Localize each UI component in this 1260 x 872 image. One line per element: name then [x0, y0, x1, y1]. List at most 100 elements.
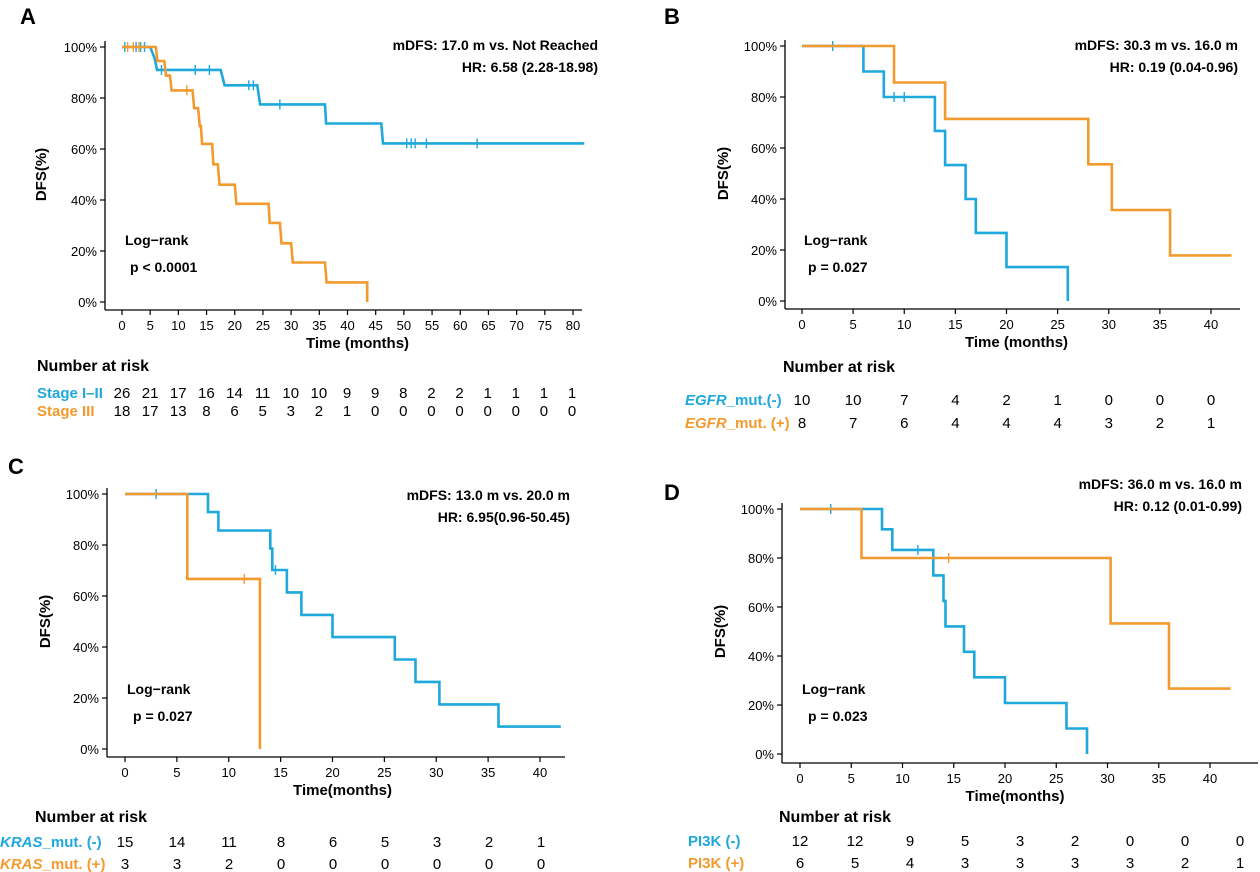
- risk-count: 12: [847, 833, 864, 850]
- risk-count: 0: [433, 856, 441, 872]
- km-curve-blue: [122, 45, 585, 145]
- risk-count: 15: [117, 834, 134, 851]
- y-tick-label: 40%: [73, 640, 99, 655]
- risk-count: 2: [225, 856, 233, 872]
- risk-count: 0: [381, 856, 389, 872]
- mdfs-annotation: mDFS: 13.0 m vs. 20.0 m: [407, 487, 570, 503]
- risk-count: 17: [142, 403, 159, 420]
- risk-count: 17: [170, 385, 187, 402]
- x-tick-label: 30: [1100, 771, 1114, 786]
- x-tick-label: 5: [173, 765, 180, 780]
- y-tick-label: 80%: [748, 551, 774, 566]
- axes: 0% 20% 40% 60% 80% 100% 0 5 10 15 20 25 30 35 40 45 50 55…: [64, 40, 582, 333]
- risk-count: 8: [277, 834, 285, 851]
- risk-count: 0: [1156, 392, 1164, 409]
- risk-group-label: PI3K (+): [688, 855, 744, 872]
- x-tick-label: 0: [121, 765, 128, 780]
- x-tick-label: 20: [999, 317, 1013, 332]
- risk-count: 3: [1071, 855, 1079, 872]
- risk-count: 0: [1207, 392, 1215, 409]
- p-value-label: p = 0.023: [808, 708, 868, 724]
- risk-count: 0: [483, 403, 491, 420]
- km-curve-orange: [125, 492, 262, 749]
- x-tick-label: 70: [509, 318, 523, 333]
- x-tick-label: 35: [1153, 317, 1167, 332]
- group-suffix: _mut.(-): [726, 392, 782, 409]
- panel-label: C: [8, 454, 24, 479]
- panel-A: A0%20%40%60%80%100%0 5 10 15 20 25 30 35 40 45 50 5…: [20, 4, 598, 420]
- panel-B: B0%20%40%60%80%100%0 5 10 15 20 25 30 35 40Time …: [664, 4, 1240, 432]
- mdfs-annotation: mDFS: 17.0 m vs. Not Reached: [393, 37, 598, 53]
- p-value-label: p = 0.027: [133, 708, 193, 724]
- risk-count: 0: [1236, 833, 1244, 850]
- risk-count: 10: [282, 385, 299, 402]
- y-tick-label: 0%: [758, 294, 777, 309]
- x-axis-title: Time(months): [293, 782, 392, 799]
- risk-count: 4: [951, 415, 959, 432]
- risk-count: 9: [371, 385, 379, 402]
- risk-count: 7: [849, 415, 857, 432]
- y-axis-title: DFS(%): [33, 148, 50, 201]
- risk-count: 4: [1053, 415, 1061, 432]
- risk-count: 2: [1071, 833, 1079, 850]
- y-tick-label: 60%: [748, 600, 774, 615]
- axes: 0% 20% 40% 60% 80% 100% 0 5 10 15 20 25 30 35 40: [744, 39, 1240, 332]
- panel-C: C0%20%40%60%80%100%0 5 10 15 20 25 30 35 40Time(…: [0, 454, 570, 872]
- risk-count: 1: [1236, 855, 1244, 872]
- risk-count: 3: [1105, 415, 1113, 432]
- x-tick-label: 25: [1049, 771, 1063, 786]
- risk-count: 0: [329, 856, 337, 872]
- logrank-label: Log−rank: [804, 232, 868, 248]
- mdfs-annotation: mDFS: 36.0 m vs. 16.0 m: [1079, 476, 1242, 492]
- x-tick-label: 0: [798, 317, 805, 332]
- x-tick-label: 80: [566, 318, 580, 333]
- gene-name: EGFR: [685, 392, 727, 409]
- axes: 0% 20% 40% 60% 80% 100% 0 5 10 15 20 25 30 35 40: [741, 502, 1258, 786]
- risk-group-label: EGFR_mut.(-): [685, 392, 782, 409]
- risk-count: 4: [1002, 415, 1010, 432]
- risk-count: 3: [121, 856, 129, 872]
- x-tick-label: 30: [1102, 317, 1116, 332]
- axes: 0% 20% 40% 60% 80% 100% 0 5 10 15 20 25 30 35 40: [66, 487, 565, 780]
- risk-count: 0: [427, 403, 435, 420]
- x-tick-label: 20: [228, 318, 242, 333]
- risk-count: 3: [173, 856, 181, 872]
- x-axis-title: Time (months): [965, 334, 1068, 351]
- x-tick-label: 40: [1203, 771, 1217, 786]
- x-axis-title: Time(months): [966, 788, 1065, 805]
- risk-group-label: KRAS_mut. (-): [0, 834, 102, 851]
- risk-count: 0: [1181, 833, 1189, 850]
- y-tick-label: 40%: [71, 193, 97, 208]
- risk-count: 3: [961, 855, 969, 872]
- risk-count: 1: [568, 385, 576, 402]
- group-suffix: _mut. (-): [42, 834, 102, 851]
- y-tick-label: 60%: [751, 141, 777, 156]
- x-tick-label: 35: [1152, 771, 1166, 786]
- group-suffix: PI3K (-): [688, 833, 741, 850]
- group-suffix: _mut. (+): [42, 856, 106, 872]
- y-tick-label: 0%: [78, 295, 97, 310]
- risk-count: 2: [1156, 415, 1164, 432]
- x-tick-label: 25: [256, 318, 270, 333]
- x-tick-label: 35: [481, 765, 495, 780]
- risk-count: 1: [343, 403, 351, 420]
- risk-count: 0: [568, 403, 576, 420]
- x-tick-label: 5: [850, 317, 857, 332]
- risk-count: 0: [485, 856, 493, 872]
- risk-count: 0: [277, 856, 285, 872]
- y-tick-label: 60%: [73, 589, 99, 604]
- gene-name: KRAS: [0, 856, 43, 872]
- x-tick-label: 0: [796, 771, 803, 786]
- x-tick-label: 55: [425, 318, 439, 333]
- y-tick-label: 40%: [751, 192, 777, 207]
- p-value-label: p < 0.0001: [130, 259, 198, 275]
- logrank-label: Log−rank: [127, 681, 191, 697]
- gene-name: KRAS: [0, 834, 43, 851]
- risk-count: 10: [311, 385, 328, 402]
- y-tick-label: 80%: [73, 538, 99, 553]
- risk-count: 0: [1105, 392, 1113, 409]
- x-tick-label: 50: [397, 318, 411, 333]
- risk-table-title: Number at risk: [35, 809, 147, 826]
- risk-group-label: KRAS_mut. (+): [0, 856, 105, 872]
- y-tick-label: 40%: [748, 649, 774, 664]
